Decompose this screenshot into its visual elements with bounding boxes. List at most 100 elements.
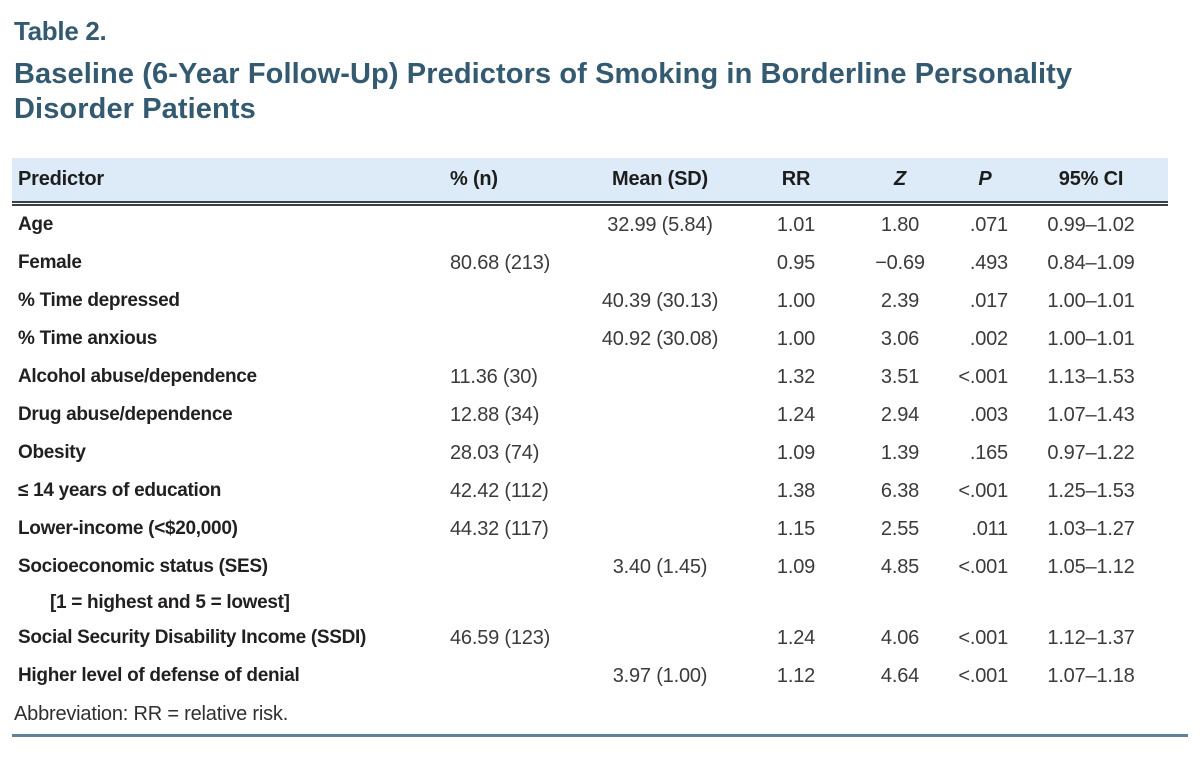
ci-cell: 1.25–1.53 — [1047, 479, 1135, 502]
mean-cell: 3.97 (1.00) — [612, 664, 708, 687]
mean-cell: 32.99 (5.84) — [607, 213, 713, 236]
ci-cell: 1.13–1.53 — [1047, 365, 1135, 388]
z-cell: 3.51 — [880, 365, 920, 388]
abbreviation-footnote: Abbreviation: RR = relative risk. — [14, 702, 289, 725]
pct-cell: 42.42 (112) — [450, 479, 549, 502]
predictor-cell: Socioeconomic status (SES) [1 = highest a… — [12, 548, 440, 619]
predictors-table: Predictor % (n) Mean (SD) RR Z P 95% CI … — [12, 157, 1168, 695]
header-row: Predictor % (n) Mean (SD) RR Z P 95% CI — [12, 157, 1168, 206]
predictor-label: % Time depressed — [18, 289, 180, 311]
bottom-rule — [12, 733, 1188, 737]
table-row: Age 32.99 (5.84) 1.01 1.80 .071 0.99–1.02 — [12, 203, 1168, 244]
col-header-rr: RR — [748, 157, 844, 206]
mean-cell — [572, 434, 748, 472]
pct-cell: 46.59 (123) — [450, 626, 551, 649]
col-header-mean-sd: Mean (SD) — [572, 157, 748, 206]
mean-cell: 40.92 (30.08) — [601, 327, 719, 350]
rr-cell: 1.24 — [776, 626, 816, 649]
table-row: Obesity 28.03 (74) 1.09 1.39 .165 0.97–1.22 — [12, 434, 1168, 472]
p-cell: .493 — [969, 251, 1008, 274]
pct-cell — [440, 320, 572, 358]
table-row: Social Security Disability Income (SSDI)… — [12, 619, 1168, 657]
col-header-z: Z — [844, 157, 956, 206]
predictor-label-line2: [1 = highest and 5 = lowest] — [50, 591, 290, 613]
table-title: Baseline (6-Year Follow-Up) Predictors o… — [14, 58, 1073, 126]
z-cell: 4.06 — [880, 626, 920, 649]
predictor-label: % Time anxious — [18, 327, 158, 349]
pct-cell — [440, 282, 572, 320]
ci-cell: 0.97–1.22 — [1047, 441, 1135, 464]
ci-cell: 1.12–1.37 — [1047, 626, 1135, 649]
rr-cell: 1.01 — [776, 213, 816, 236]
predictor-cell: Female — [12, 244, 440, 282]
predictor-label: Drug abuse/dependence — [18, 403, 233, 425]
z-cell: 6.38 — [880, 479, 920, 502]
ci-cell: 1.00–1.01 — [1047, 289, 1135, 312]
ci-cell: 1.05–1.12 — [1047, 555, 1135, 578]
ci-cell: 1.07–1.43 — [1047, 403, 1135, 426]
ci-cell: 1.00–1.01 — [1047, 327, 1135, 350]
rr-cell: 1.24 — [776, 403, 816, 426]
z-cell: 3.06 — [880, 327, 920, 350]
mean-cell: 40.39 (30.13) — [601, 289, 719, 312]
mean-cell — [572, 510, 748, 548]
rr-cell: 1.09 — [776, 441, 816, 464]
z-cell: 1.39 — [880, 441, 920, 464]
predictor-cell: ≤ 14 years of education — [12, 472, 440, 510]
col-header-p: P — [956, 157, 1014, 206]
col-header-95ci: 95% CI — [1014, 157, 1168, 206]
z-cell: 1.80 — [880, 213, 920, 236]
predictor-cell: % Time depressed — [12, 282, 440, 320]
rr-cell: 1.09 — [776, 555, 816, 578]
table-row: Lower-income (<$20,000) 44.32 (117) 1.15 2.… — [12, 510, 1168, 548]
z-cell: 4.85 — [880, 555, 920, 578]
predictor-cell: Social Security Disability Income (SSDI) — [12, 619, 440, 657]
z-cell: 4.64 — [880, 664, 920, 687]
predictor-label: ≤ 14 years of education — [18, 479, 222, 501]
predictor-cell: Alcohol abuse/dependence — [12, 358, 440, 396]
predictor-cell: % Time anxious — [12, 320, 440, 358]
ci-cell: 0.99–1.02 — [1047, 213, 1135, 236]
pct-cell: 80.68 (213) — [450, 251, 551, 274]
p-cell: <.001 — [958, 664, 1008, 687]
mean-cell — [572, 358, 748, 396]
predictor-cell: Higher level of defense of denial — [12, 657, 440, 695]
p-cell: <.001 — [958, 555, 1008, 578]
predictor-label: Socioeconomic status (SES) — [18, 555, 268, 577]
pct-cell: 28.03 (74) — [450, 441, 540, 464]
table-row: % Time anxious 40.92 (30.08) 1.00 3.06 .002 1… — [12, 320, 1168, 358]
predictor-label: Higher level of defense of denial — [18, 664, 300, 686]
ci-cell: 1.07–1.18 — [1047, 664, 1135, 687]
table-header: Predictor % (n) Mean (SD) RR Z P 95% CI — [12, 157, 1168, 206]
table-row: Female 80.68 (213) 0.95 −0.69 .493 0.84–1.09 — [12, 244, 1168, 282]
predictor-label: Alcohol abuse/dependence — [18, 365, 257, 387]
mean-cell — [572, 244, 748, 282]
predictor-cell: Age — [12, 203, 440, 244]
table-row: Alcohol abuse/dependence 11.36 (30) 1.32 3.… — [12, 358, 1168, 396]
rr-cell: 1.32 — [776, 365, 816, 388]
predictor-label: Obesity — [18, 441, 86, 463]
table-row: Socioeconomic status (SES) [1 = highest a… — [12, 548, 1168, 619]
pct-cell — [440, 657, 572, 695]
predictor-cell: Drug abuse/dependence — [12, 396, 440, 434]
pct-cell — [440, 203, 572, 244]
mean-cell — [572, 619, 748, 657]
rr-cell: 1.00 — [776, 289, 816, 312]
p-cell: <.001 — [958, 365, 1008, 388]
predictor-label: Age — [18, 213, 53, 235]
pct-cell: 12.88 (34) — [450, 403, 540, 426]
table-label: Table 2. — [14, 16, 107, 46]
p-cell: .011 — [971, 517, 1008, 540]
p-cell: <.001 — [958, 479, 1008, 502]
pct-cell — [440, 548, 572, 619]
rr-cell: 1.15 — [776, 517, 816, 540]
mean-cell — [572, 396, 748, 434]
mean-cell: 3.40 (1.45) — [612, 555, 708, 578]
rr-cell: 1.12 — [776, 664, 816, 687]
pct-cell: 11.36 (30) — [450, 365, 538, 388]
predictor-cell: Lower-income (<$20,000) — [12, 510, 440, 548]
mean-cell — [572, 472, 748, 510]
table-row: ≤ 14 years of education 42.42 (112) 1.38 6.… — [12, 472, 1168, 510]
predictor-label: Social Security Disability Income (SSDI) — [18, 626, 367, 648]
pct-cell: 44.32 (117) — [450, 517, 549, 540]
